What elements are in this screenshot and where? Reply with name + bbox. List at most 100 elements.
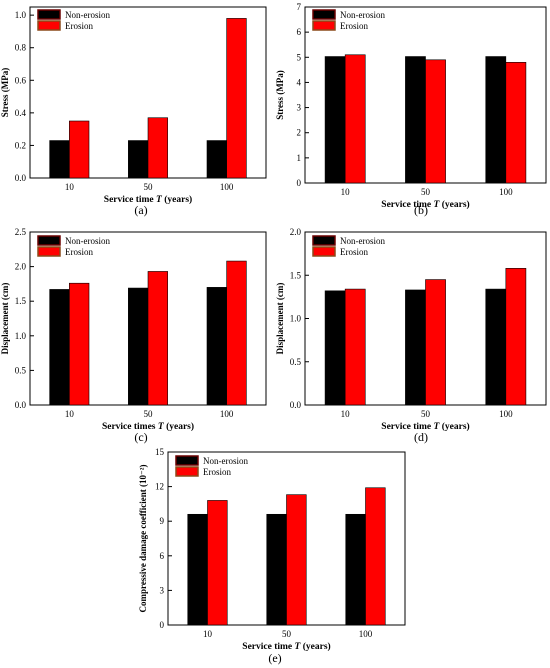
y-axis-label: Displacement (cm) [0, 283, 10, 355]
x-axis-label-part: Service time [381, 422, 433, 432]
x-tick-label: 10 [341, 187, 351, 197]
y-tick-label: 2.5 [15, 227, 27, 237]
x-tick-label: 50 [421, 187, 431, 197]
x-tick-label: 10 [65, 182, 75, 192]
y-tick-label: 7 [297, 2, 302, 12]
bar-non-erosion-100 [206, 287, 227, 406]
y-tick-label: 15 [155, 447, 165, 457]
x-axis-label-part: T [158, 422, 165, 432]
bar-non-erosion-10 [49, 289, 70, 406]
x-tick-label: 100 [499, 409, 513, 419]
x-tick-label: 100 [220, 182, 234, 192]
x-tick-label: 50 [144, 182, 154, 192]
y-tick-label: 5 [297, 52, 302, 62]
bar-non-erosion-10 [187, 513, 208, 626]
y-tick-label: 0.4 [15, 108, 27, 118]
x-tick-label: 10 [341, 409, 351, 419]
bar-non-erosion-50 [128, 287, 149, 406]
y-tick-label: 1.5 [15, 296, 27, 306]
bar-erosion-10 [69, 282, 90, 406]
y-tick-label: 3 [160, 585, 165, 595]
y-tick-label: 3 [297, 103, 302, 113]
chart-panel-c: 0.0 0.5 1.0 1.5 2.0 2.5 10 50 100 Non-erosionEros… [0, 227, 267, 444]
bar-erosion-10 [207, 500, 228, 626]
bar-erosion-50 [147, 271, 168, 406]
legend-label: Non-erosion [65, 236, 110, 246]
x-axis-label: Service time T (years) [104, 194, 192, 205]
x-axis-label-part: T [295, 642, 302, 652]
x-tick-label: 50 [282, 629, 292, 639]
y-tick-label: 0 [160, 620, 165, 630]
legend-label: Erosion [65, 247, 93, 257]
x-axis-label-part: Service time [104, 195, 156, 205]
legend-label: Erosion [340, 21, 368, 31]
y-tick-label: 0.5 [290, 357, 302, 367]
legend-swatch-erosion [175, 466, 199, 477]
y-tick-label: 9 [160, 516, 165, 526]
panel-label: (b) [414, 203, 428, 217]
bar-non-erosion-50 [266, 513, 287, 626]
y-tick-label: 0.0 [290, 400, 302, 410]
x-axis-label-part: Service times [102, 422, 158, 432]
x-tick-label: 10 [65, 409, 75, 419]
bar-non-erosion-50 [405, 289, 426, 406]
y-tick-label: 12 [155, 482, 164, 492]
x-axis-label-part: (years) [439, 421, 469, 432]
x-tick-label: 100 [220, 409, 234, 419]
x-axis-label-part: Service time [381, 200, 433, 210]
y-axis-label: Stress (MPa) [0, 68, 10, 118]
y-tick-label: 2.0 [15, 262, 27, 272]
legend-swatch-non-erosion [37, 9, 61, 20]
bar-non-erosion-100 [206, 140, 227, 179]
bar-erosion-100 [365, 487, 386, 626]
y-tick-label: 0.2 [15, 140, 26, 150]
bar-erosion-10 [344, 288, 366, 406]
y-tick-label: 1.0 [15, 331, 27, 341]
legend-swatch-non-erosion [312, 9, 336, 20]
bar-non-erosion-50 [128, 140, 149, 179]
x-axis-label: Service time T (years) [242, 641, 330, 652]
bar-erosion-50 [425, 279, 446, 406]
y-tick-label: 1.0 [15, 10, 27, 20]
legend-swatch-non-erosion [37, 235, 61, 246]
y-axis-label: Displacement (cm) [275, 283, 285, 355]
bar-non-erosion-100 [485, 56, 507, 184]
legend-label: Non-erosion [203, 456, 248, 466]
x-axis-label-part: (years) [162, 194, 192, 205]
y-tick-label: 0.8 [15, 43, 27, 53]
y-tick-label: 0.6 [15, 75, 27, 85]
legend-label: Erosion [340, 247, 368, 257]
legend-label: Non-erosion [340, 236, 385, 246]
y-tick-label: 0.0 [15, 400, 27, 410]
legend-swatch-erosion [312, 20, 336, 31]
bar-erosion-100 [226, 18, 247, 179]
chart-panel-d: 0.0 0.5 1.0 1.5 2.0 10 50 100 Non-erosionErosion… [275, 227, 547, 444]
chart-panel-a: 0.0 0.2 0.4 0.6 0.8 1.0 10 50 100 Non-erosionEros… [0, 6, 267, 217]
panel-label: (c) [134, 430, 147, 444]
legend-label: Non-erosion [340, 10, 385, 20]
bar-non-erosion-10 [324, 290, 346, 406]
x-axis-label-part: (years) [439, 199, 469, 210]
x-axis-label-part: T [434, 422, 441, 432]
x-tick-label: 100 [359, 629, 373, 639]
y-tick-label: 1 [297, 153, 302, 163]
x-tick-label: 50 [421, 409, 431, 419]
bar-erosion-100 [505, 62, 527, 184]
legend-swatch-erosion [312, 246, 336, 257]
y-axis-label: Compressive damage coefficient (10⁻²) [138, 465, 148, 613]
bar-erosion-50 [147, 117, 168, 179]
bar-non-erosion-10 [324, 56, 346, 184]
y-tick-label: 6 [160, 551, 165, 561]
y-tick-label: 4 [297, 77, 302, 87]
legend-swatch-erosion [37, 20, 61, 31]
y-tick-label: 0 [297, 178, 302, 188]
bar-erosion-10 [344, 54, 366, 184]
legend-swatch-non-erosion [175, 455, 199, 466]
x-tick-label: 10 [203, 629, 213, 639]
legend-swatch-non-erosion [312, 235, 336, 246]
